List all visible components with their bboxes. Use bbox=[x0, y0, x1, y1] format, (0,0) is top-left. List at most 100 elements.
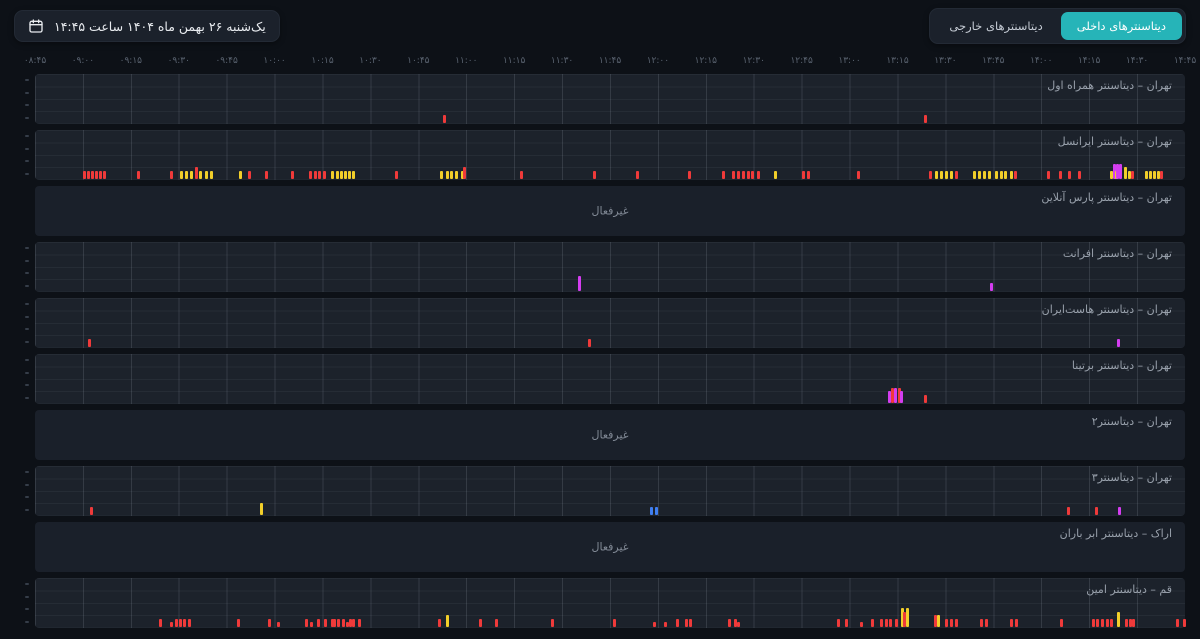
row-label: تهران – دیتاسنتر۳ bbox=[1091, 471, 1172, 484]
event-bar bbox=[190, 171, 194, 179]
y-axis-ticks bbox=[25, 79, 29, 119]
event-bar bbox=[450, 171, 454, 179]
event-bar bbox=[1112, 164, 1116, 179]
event-bar bbox=[183, 619, 187, 627]
event-bar bbox=[1130, 171, 1134, 179]
event-bar bbox=[332, 619, 336, 627]
event-bar bbox=[884, 619, 888, 627]
event-bar bbox=[1096, 619, 1100, 627]
event-bar bbox=[276, 622, 280, 627]
event-bar bbox=[935, 171, 939, 179]
event-bar bbox=[728, 619, 732, 627]
timeline-row: تهران – دیتاسنتر برتینا bbox=[25, 354, 1185, 404]
axis-tick: ۰۸:۴۵ bbox=[23, 56, 47, 66]
row-label: تهران – دیتاسنتر همراه اول bbox=[1047, 79, 1172, 92]
y-axis-ticks bbox=[25, 583, 29, 623]
event-bar bbox=[86, 171, 90, 179]
event-bar bbox=[721, 171, 725, 179]
event-bar bbox=[1124, 167, 1128, 179]
event-bar bbox=[650, 507, 654, 515]
event-bar bbox=[736, 171, 740, 179]
event-bar bbox=[1110, 619, 1114, 627]
event-bar bbox=[774, 171, 778, 179]
tab-internal-datacenters[interactable]: دیتاسنترهای داخلی bbox=[1060, 12, 1182, 40]
event-bar bbox=[342, 619, 346, 627]
event-bar bbox=[159, 619, 163, 627]
event-bar bbox=[322, 171, 326, 179]
event-bar bbox=[746, 171, 750, 179]
event-bar bbox=[944, 171, 948, 179]
date-picker-button[interactable]: یک‌شنبه ۲۶ بهمن ماه ۱۴۰۴ ساعت ۱۴:۴۵ bbox=[14, 10, 280, 42]
event-bar bbox=[345, 622, 349, 627]
axis-tick: ۱۴:۰۰ bbox=[1030, 56, 1053, 66]
calendar-icon bbox=[28, 18, 44, 34]
event-bar bbox=[199, 171, 203, 179]
timeline-row: تهران – دیتاسنتر پارس آنلاین غیرفعال bbox=[35, 186, 1185, 236]
event-bar bbox=[613, 619, 617, 627]
event-bar bbox=[880, 619, 884, 627]
axis-tick: ۱۴:۱۵ bbox=[1077, 56, 1101, 66]
event-bar bbox=[950, 171, 954, 179]
timeline-row: تهران – دیتاسنتر۳ bbox=[25, 466, 1185, 516]
time-axis: ۰۸:۴۵ ۰۹:۰۰ ۰۹:۱۵ ۰۹:۳۰ ۰۹:۴۵ ۱۰:۰۰ ۱۰:۱۵ ۱۰:۳۰… bbox=[24, 54, 1196, 72]
event-bar bbox=[731, 171, 735, 179]
event-bar bbox=[87, 339, 91, 347]
event-bar bbox=[652, 622, 656, 627]
event-bar bbox=[348, 619, 352, 627]
event-bar bbox=[1127, 171, 1131, 179]
event-bar bbox=[980, 619, 984, 627]
event-bar bbox=[1058, 171, 1062, 179]
axis-tick: ۱۲:۴۵ bbox=[790, 56, 813, 66]
event-bar bbox=[265, 171, 268, 179]
event-bar bbox=[982, 171, 986, 179]
event-bar bbox=[337, 619, 341, 627]
tab-external-datacenters[interactable]: دیتاسنترهای خارجی bbox=[933, 12, 1058, 40]
axis-tick: ۱۰:۰۰ bbox=[263, 56, 286, 66]
event-bar bbox=[520, 171, 524, 179]
event-bar bbox=[344, 171, 348, 179]
event-bar bbox=[999, 171, 1003, 179]
event-bar bbox=[209, 171, 213, 179]
event-bar bbox=[1116, 164, 1119, 179]
row-label: تهران – دیتاسنتر ایرانسل bbox=[1057, 135, 1172, 148]
event-bar bbox=[178, 619, 182, 627]
event-bar bbox=[184, 171, 188, 179]
axis-tick: ۱۰:۳۰ bbox=[359, 56, 382, 66]
row-label: تهران – دیتاسنتر هاست‌ایران bbox=[1041, 303, 1172, 316]
event-bar bbox=[169, 622, 173, 627]
inactive-label: غیرفعال bbox=[591, 204, 629, 218]
event-bar bbox=[205, 171, 209, 179]
event-bar bbox=[1010, 171, 1014, 179]
event-bar bbox=[187, 619, 191, 627]
event-bar bbox=[330, 619, 334, 627]
event-bar bbox=[91, 171, 95, 179]
event-bar bbox=[802, 171, 806, 179]
event-bar bbox=[757, 171, 761, 179]
event-bar bbox=[1182, 619, 1186, 627]
event-bar bbox=[169, 171, 173, 179]
timeline-row: تهران – دیتاسنتر ایرانسل bbox=[25, 130, 1185, 180]
timeline-row: تهران – دیتاسنتر همراه اول bbox=[25, 74, 1185, 124]
event-bar bbox=[83, 171, 87, 179]
event-bar bbox=[1059, 619, 1063, 627]
event-bar bbox=[950, 619, 954, 627]
event-bar bbox=[291, 171, 295, 179]
event-bar bbox=[339, 171, 343, 179]
event-bar bbox=[905, 608, 909, 627]
event-bar bbox=[1152, 171, 1156, 179]
axis-tick: ۰۹:۴۵ bbox=[215, 56, 238, 66]
event-bar bbox=[437, 619, 441, 627]
event-bar bbox=[1101, 619, 1105, 627]
event-bar bbox=[989, 283, 993, 291]
event-bar bbox=[1117, 339, 1121, 347]
event-bar bbox=[352, 171, 356, 179]
event-bar bbox=[923, 115, 927, 123]
event-bar bbox=[928, 171, 932, 179]
axis-tick: ۱۰:۱۵ bbox=[311, 56, 334, 66]
axis-tick: ۱۳:۳۰ bbox=[934, 56, 957, 66]
event-bar bbox=[806, 171, 810, 179]
event-bar bbox=[734, 619, 738, 627]
event-bar bbox=[1013, 171, 1017, 179]
axis-tick: ۱۱:۰۰ bbox=[455, 56, 478, 66]
event-bar bbox=[684, 619, 688, 627]
